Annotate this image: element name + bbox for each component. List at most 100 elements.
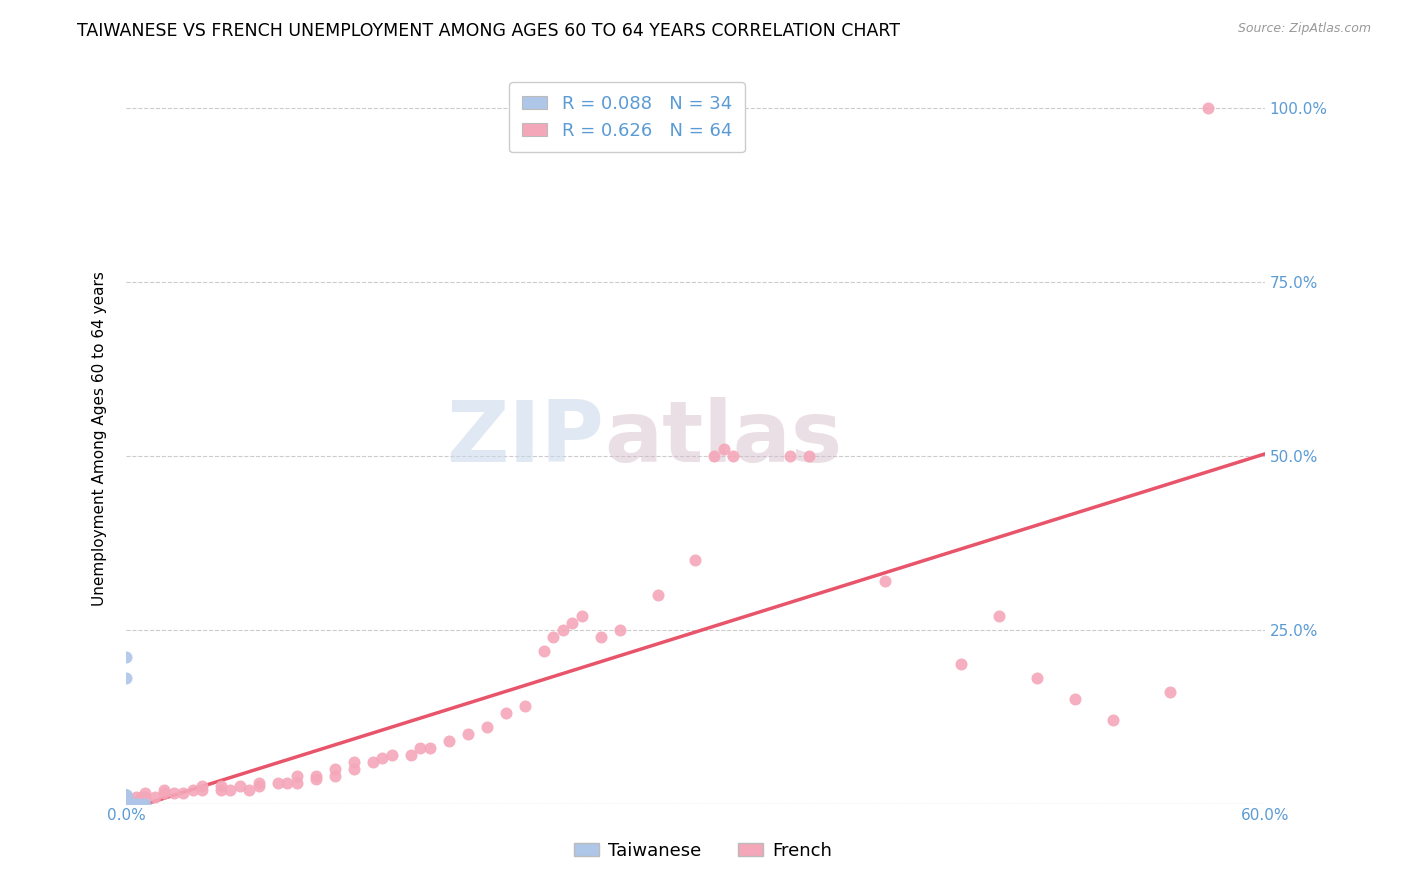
Y-axis label: Unemployment Among Ages 60 to 64 years: Unemployment Among Ages 60 to 64 years [93, 271, 107, 606]
Point [219, 782, 242, 797]
Point [115, 797, 138, 811]
Point [115, 795, 138, 809]
Point [115, 788, 138, 802]
Point [115, 797, 138, 811]
Legend: Taiwanese, French: Taiwanese, French [567, 835, 839, 867]
Point [127, 797, 149, 811]
Point [323, 762, 346, 776]
Point [323, 769, 346, 783]
Point [115, 790, 138, 805]
Point [343, 755, 366, 769]
Point [361, 755, 384, 769]
Point [115, 789, 138, 803]
Point [115, 789, 138, 804]
Point [571, 608, 593, 623]
Point [129, 789, 152, 804]
Point [115, 797, 138, 811]
Point [875, 574, 897, 588]
Point [381, 747, 404, 762]
Point [124, 789, 146, 804]
Point [371, 751, 394, 765]
Point [305, 769, 328, 783]
Point [181, 782, 204, 797]
Point [609, 623, 631, 637]
Point [129, 797, 152, 811]
Point [115, 788, 138, 802]
Point [276, 776, 298, 790]
Point [541, 630, 564, 644]
Point [115, 789, 138, 803]
Point [703, 449, 725, 463]
Point [134, 789, 156, 804]
Point [115, 793, 138, 807]
Point [115, 672, 138, 686]
Point [457, 727, 479, 741]
Point [988, 608, 1011, 623]
Point [134, 797, 156, 811]
Point [115, 789, 138, 804]
Point [1159, 685, 1181, 699]
Text: TAIWANESE VS FRENCH UNEMPLOYMENT AMONG AGES 60 TO 64 YEARS CORRELATION CHART: TAIWANESE VS FRENCH UNEMPLOYMENT AMONG A… [77, 22, 900, 40]
Point [305, 772, 328, 787]
Point [779, 449, 801, 463]
Point [419, 741, 441, 756]
Point [115, 791, 138, 805]
Point [1064, 692, 1087, 706]
Point [115, 793, 138, 807]
Point [115, 789, 138, 804]
Point [115, 791, 138, 805]
Point [191, 779, 214, 793]
Point [685, 553, 707, 567]
Text: ZIP: ZIP [447, 397, 605, 480]
Point [134, 786, 156, 800]
Point [191, 782, 214, 797]
Point [1102, 713, 1125, 727]
Point [115, 791, 138, 805]
Point [115, 789, 138, 803]
Point [115, 797, 138, 811]
Point [647, 588, 669, 602]
Point [115, 788, 138, 802]
Point [950, 657, 973, 672]
Point [162, 786, 184, 800]
Text: Source: ZipAtlas.com: Source: ZipAtlas.com [1237, 22, 1371, 36]
Point [247, 776, 270, 790]
Point [115, 650, 138, 665]
Point [122, 797, 145, 811]
Point [115, 789, 138, 803]
Point [475, 720, 498, 734]
Point [285, 769, 308, 783]
Point [513, 699, 536, 714]
Point [209, 779, 232, 793]
Point [115, 797, 138, 811]
Point [343, 762, 366, 776]
Point [495, 706, 517, 721]
Point [124, 797, 146, 811]
Point [437, 734, 460, 748]
Point [115, 793, 138, 807]
Text: atlas: atlas [605, 397, 842, 480]
Point [238, 782, 260, 797]
Point [143, 789, 166, 804]
Point [115, 789, 138, 803]
Point [723, 449, 745, 463]
Point [589, 630, 612, 644]
Point [799, 449, 821, 463]
Point [229, 779, 252, 793]
Point [713, 442, 735, 456]
Point [561, 615, 583, 630]
Point [121, 797, 143, 811]
Point [209, 782, 232, 797]
Point [153, 782, 176, 797]
Point [153, 786, 176, 800]
Point [551, 623, 574, 637]
Point [533, 643, 555, 657]
Point [115, 797, 138, 811]
Point [409, 741, 432, 756]
Point [115, 797, 138, 811]
Point [267, 776, 290, 790]
Point [1197, 101, 1219, 115]
Point [172, 786, 194, 800]
Point [115, 797, 138, 811]
Point [399, 747, 422, 762]
